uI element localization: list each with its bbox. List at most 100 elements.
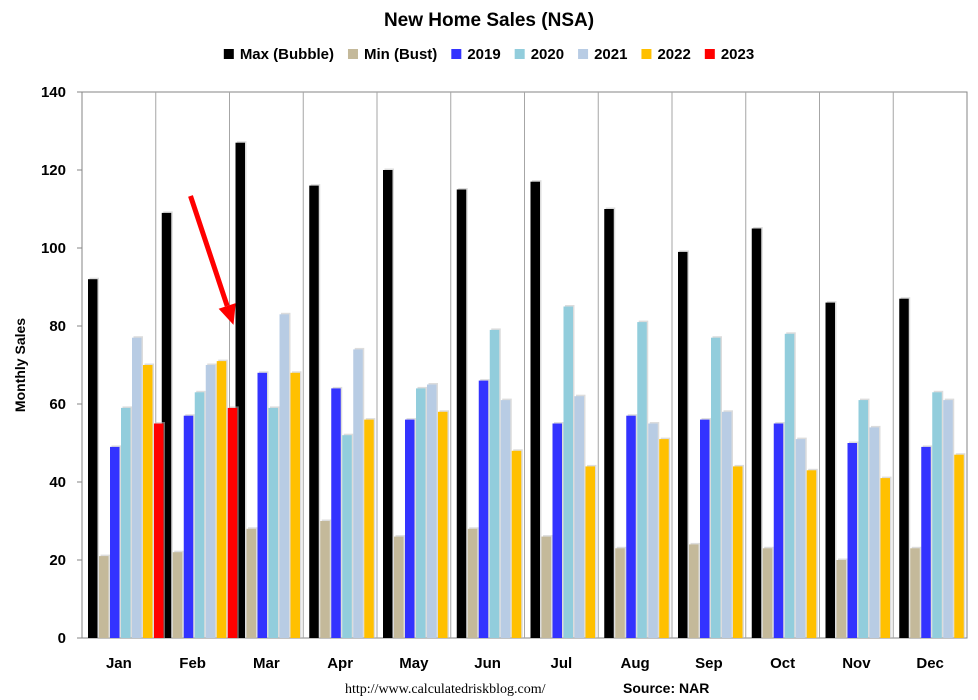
y-tick-label: 80 <box>49 318 66 335</box>
bar-max-bubble-oct <box>751 228 762 638</box>
bar-2021-dec <box>943 400 953 638</box>
annotation-arrow-shaft <box>188 195 230 307</box>
bar-2021-jan <box>132 337 142 638</box>
bar-max-bubble-jun <box>456 189 467 638</box>
bar-2022-feb <box>216 361 227 638</box>
legend-swatch-2021 <box>578 49 589 59</box>
legend-label-min-bust: Min (Bust) <box>364 46 437 63</box>
bar-2020-dec <box>932 392 942 638</box>
y-tick-label: 100 <box>41 240 66 257</box>
x-tick-label: Oct <box>770 655 795 672</box>
footer-source: Source: NAR <box>623 680 709 696</box>
bar-2022-jun <box>511 450 522 638</box>
bar-2022-jan <box>143 365 153 638</box>
x-tick-label: Mar <box>253 655 280 672</box>
x-tick-label: Jul <box>551 655 573 672</box>
bar-2019-feb <box>183 415 194 638</box>
bar-min-bust-apr <box>320 521 330 638</box>
bar-max-bubble-apr <box>309 185 319 638</box>
bar-2023-feb <box>227 407 238 638</box>
bar-max-bubble-feb <box>161 212 172 638</box>
bar-2022-apr <box>364 419 374 638</box>
bar-min-bust-sep <box>689 544 699 638</box>
bar-2020-may <box>416 388 426 638</box>
bar-2022-may <box>438 411 448 638</box>
legend-swatch-max-bubble <box>223 49 234 59</box>
x-tick-label: Sep <box>695 655 723 672</box>
y-tick-label: 20 <box>49 552 66 569</box>
bar-2021-mar <box>279 314 289 638</box>
bar-2021-jun <box>500 400 511 638</box>
bar-2020-feb <box>194 392 205 638</box>
bar-max-bubble-aug <box>604 209 614 638</box>
legend-swatch-min-bust <box>347 49 358 59</box>
bar-2021-sep <box>722 411 732 638</box>
bar-min-bust-feb <box>172 552 183 638</box>
bar-min-bust-jun <box>467 528 478 638</box>
plot-area: 0 20 40 60 80 100 120 140 Jan Feb Mar Apr May Jun Jul A… <box>41 84 968 672</box>
bar-min-bust-dec <box>910 548 920 638</box>
bar-2022-mar <box>290 372 300 638</box>
bar-2021-oct <box>795 439 806 638</box>
x-tick-label: Apr <box>327 655 353 672</box>
legend-label-2021: 2021 <box>594 46 627 63</box>
y-tick-label: 120 <box>41 162 66 179</box>
legend-swatch-2019 <box>451 49 462 59</box>
bar-max-bubble-sep <box>678 251 688 638</box>
footer-url: http://www.calculatedriskblog.com/ <box>345 682 546 697</box>
bar-min-bust-oct <box>762 548 773 638</box>
bar-2019-mar <box>257 372 267 638</box>
legend-swatch-2022 <box>641 49 652 59</box>
bar-2021-jul <box>574 396 584 638</box>
chart-title: New Home Sales (NSA) <box>384 10 594 31</box>
bar-2022-nov <box>880 478 890 638</box>
x-tick-label: May <box>399 655 429 672</box>
legend-swatch-2020 <box>514 49 525 59</box>
bar-2021-aug <box>648 423 658 638</box>
bar-2020-sep <box>711 337 721 638</box>
bar-2019-dec <box>921 446 931 638</box>
legend-swatch-2023 <box>704 49 715 59</box>
y-axis-label: Monthly Sales <box>12 318 28 412</box>
bar-2019-jun <box>478 380 489 638</box>
bar-2020-jul <box>563 306 573 638</box>
y-tick-label: 60 <box>49 396 66 413</box>
bar-2023-jan <box>154 423 164 638</box>
bar-2022-sep <box>733 466 743 638</box>
bar-2022-dec <box>954 454 964 638</box>
bar-2019-jul <box>552 423 562 638</box>
annotation-arrow-head <box>218 303 236 325</box>
bar-max-bubble-jul <box>530 181 540 638</box>
bar-min-bust-may <box>394 536 404 638</box>
bar-2021-apr <box>353 349 363 638</box>
bar-2020-nov <box>858 400 868 638</box>
legend-label-2019: 2019 <box>467 46 500 63</box>
bar-2022-oct <box>806 470 817 638</box>
legend-label-2020: 2020 <box>531 46 564 63</box>
bar-2019-nov <box>847 443 857 638</box>
x-tick-label: Nov <box>842 655 871 672</box>
bar-min-bust-jan <box>99 556 109 638</box>
bar-max-bubble-may <box>383 170 393 638</box>
bar-min-bust-nov <box>836 560 846 638</box>
x-tick-label: Aug <box>621 655 650 672</box>
bar-2019-aug <box>626 415 636 638</box>
bar-max-bubble-nov <box>825 302 835 638</box>
x-tick-label: Feb <box>179 655 206 672</box>
bar-2020-aug <box>637 322 647 638</box>
bar-max-bubble-dec <box>899 298 909 638</box>
x-tick-label: Jun <box>474 655 501 672</box>
bar-2022-jul <box>585 466 595 638</box>
bar-2021-feb <box>205 365 216 638</box>
bar-2019-sep <box>700 419 710 638</box>
y-tick-label: 40 <box>49 474 66 491</box>
legend-label-2022: 2022 <box>657 46 690 63</box>
bar-2019-jan <box>110 446 120 638</box>
bar-2022-aug <box>659 439 669 638</box>
bar-2020-mar <box>268 407 278 638</box>
bar-2020-oct <box>784 333 795 638</box>
bar-2020-jan <box>121 407 131 638</box>
bar-max-bubble-jan <box>88 279 98 638</box>
bar-2019-apr <box>331 388 341 638</box>
